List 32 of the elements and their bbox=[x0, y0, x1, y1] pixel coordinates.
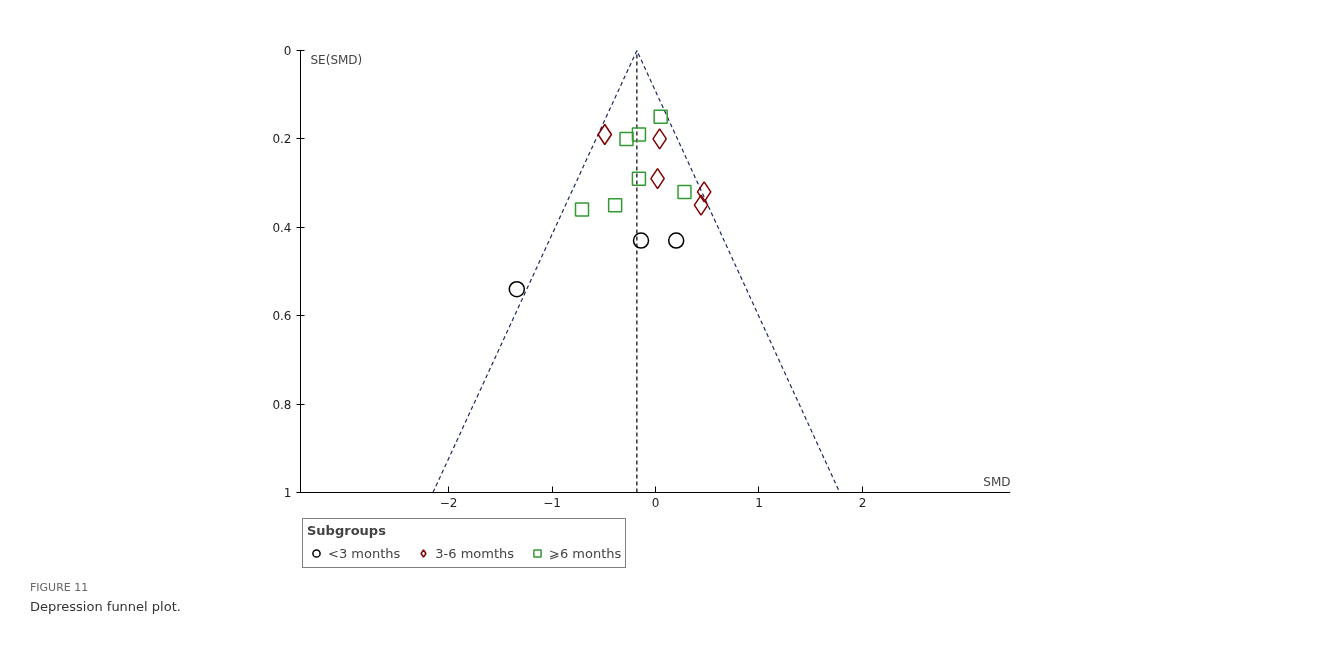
y-tick-label: 1 bbox=[283, 486, 292, 500]
y-axis-title: SE(SMD) bbox=[310, 52, 363, 67]
point bbox=[574, 202, 590, 217]
y-tick-label: 0.6 bbox=[272, 309, 292, 324]
y-tick-label: 0 bbox=[283, 44, 292, 58]
point bbox=[632, 232, 650, 249]
legend-label: ⩾6 months bbox=[549, 545, 622, 561]
legend-label: <3 months bbox=[328, 545, 401, 561]
point bbox=[652, 128, 668, 150]
legend-title: Subgroups bbox=[307, 523, 387, 538]
caption: FIGURE 11 bbox=[30, 580, 89, 596]
point bbox=[619, 131, 634, 147]
x-tick-label: 0 bbox=[651, 495, 660, 510]
x-tick-label: 1 bbox=[755, 495, 763, 510]
point bbox=[693, 194, 709, 216]
point bbox=[631, 171, 647, 186]
x-axis-title: SMD bbox=[983, 474, 1011, 489]
point bbox=[696, 181, 712, 203]
y-tick-label: 0.2 bbox=[272, 132, 292, 147]
x-tick-label: 2 bbox=[858, 495, 867, 510]
x-tick-label: −1 bbox=[543, 495, 561, 510]
point bbox=[677, 184, 692, 200]
point bbox=[607, 197, 623, 213]
y-tick-label: 0.8 bbox=[272, 397, 292, 412]
point bbox=[631, 127, 647, 142]
point bbox=[508, 280, 526, 298]
text: Depression funnel plot. bbox=[30, 597, 181, 616]
x-tick-label: −2 bbox=[439, 495, 458, 510]
point bbox=[667, 232, 685, 249]
legend-label: 3-6 momths bbox=[435, 545, 515, 561]
point bbox=[653, 109, 668, 125]
y-tick-label: 0.4 bbox=[272, 220, 292, 235]
